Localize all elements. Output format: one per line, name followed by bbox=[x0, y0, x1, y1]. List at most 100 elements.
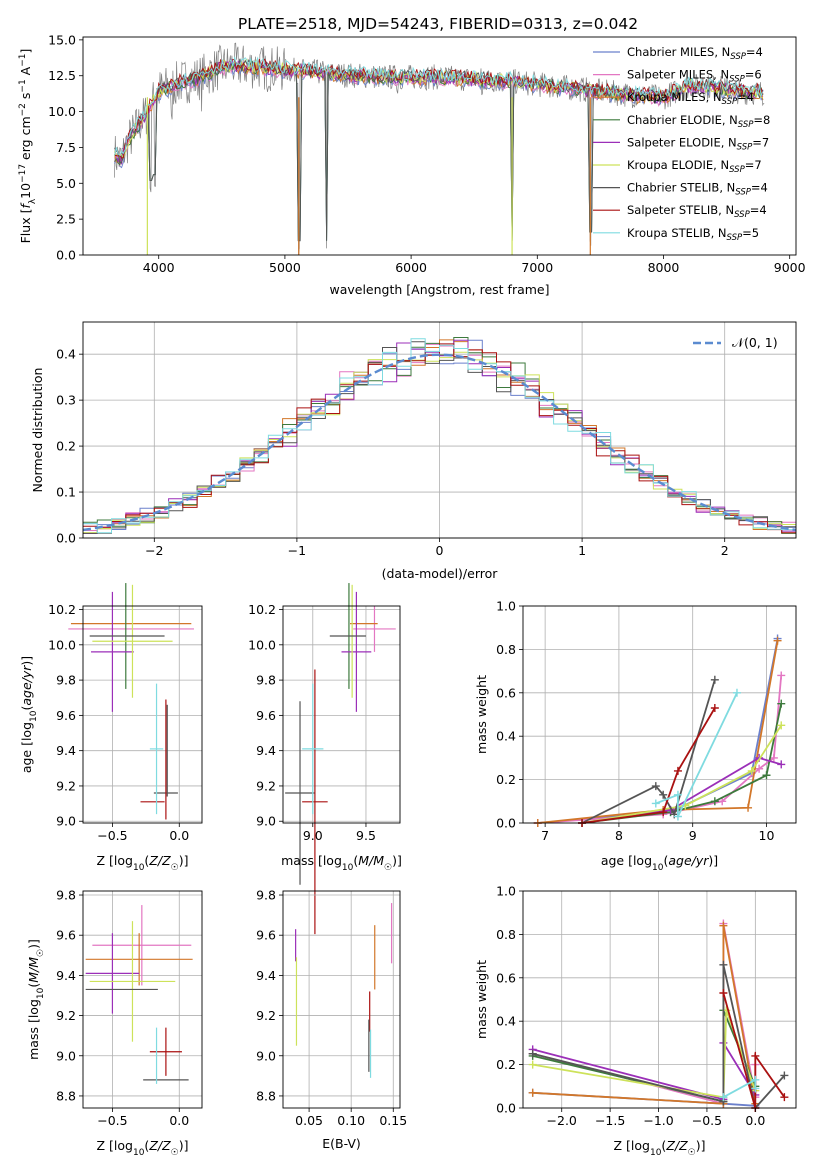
legend-label: Kroupa MILES, NSSP=4 bbox=[627, 90, 754, 107]
x-tick-label: −1.5 bbox=[595, 1113, 625, 1128]
weight-series bbox=[581, 724, 782, 824]
weight-marker bbox=[769, 753, 778, 762]
y-tick-label: 0.2 bbox=[56, 439, 76, 454]
x-tick-label: 0.0 bbox=[745, 1113, 765, 1128]
weight-marker bbox=[673, 766, 682, 775]
y-tick-label: 7.5 bbox=[56, 140, 76, 155]
y-tick-label: 12.5 bbox=[48, 68, 76, 83]
y-tick-label: 10.0 bbox=[48, 637, 76, 652]
weight-marker bbox=[673, 790, 682, 799]
y-tick-label: 0.0 bbox=[496, 816, 516, 831]
x-tick-label: 8 bbox=[615, 828, 623, 843]
x-tick-label: 6000 bbox=[395, 260, 427, 275]
weight-marker bbox=[744, 803, 753, 812]
axes-frame bbox=[522, 605, 797, 824]
weight-vs-age-marks bbox=[533, 634, 786, 827]
x-axis-label: age [log10(age/yr)] bbox=[601, 853, 718, 873]
x-tick-label: 7 bbox=[541, 828, 549, 843]
x-axis-label: mass [log10(M/M☉)] bbox=[281, 853, 402, 873]
x-tick-label: −2 bbox=[145, 543, 163, 558]
weight-series bbox=[655, 692, 738, 817]
axes-frame bbox=[282, 605, 401, 824]
legend-label: Kroupa ELODIE, NSSP=7 bbox=[627, 158, 762, 175]
y-tick-label: 2.5 bbox=[56, 212, 76, 227]
y-tick-label: 0.8 bbox=[496, 927, 516, 942]
histogram-series bbox=[83, 338, 796, 534]
mass-vs-EBV-panel: 0.05 0.10 0.15 8.8 9.0 9.2 9.4 9.6 9.8 E(B-V) bbox=[256, 888, 407, 1151]
y-tick-label: 0.6 bbox=[496, 685, 516, 700]
y-axis-label: mass [log10(M/M☉)] bbox=[26, 939, 46, 1060]
weight-marker bbox=[780, 1093, 789, 1102]
x-axis-label: Z [log10(Z/Z☉)] bbox=[97, 853, 189, 873]
legend-label: Chabrier MILES, NSSP=4 bbox=[627, 45, 763, 62]
x-tick-label: 7000 bbox=[521, 260, 553, 275]
age-vs-mass-panel: 9.0 9.5 9.0 9.2 9.4 9.6 9.8 10.0 10.2 mass [log10… bbox=[248, 583, 402, 935]
x-tick-label: −1 bbox=[288, 543, 306, 558]
weight-marker bbox=[751, 1084, 760, 1093]
weight-series bbox=[537, 640, 779, 824]
weight-series bbox=[581, 707, 716, 824]
legend-label: Salpeter STELIB, NSSP=4 bbox=[627, 203, 767, 220]
legend-label: Salpeter MILES, NSSP=6 bbox=[627, 68, 762, 85]
weight-marker bbox=[777, 760, 786, 769]
y-tick-label: 9.8 bbox=[56, 888, 76, 903]
mass-vs-Z-panel: −0.5 0.0 8.8 9.0 9.2 9.4 9.6 9.8 Z [log10(Z/Z☉)]… bbox=[26, 888, 203, 1158]
x-tick-label: 2 bbox=[721, 543, 729, 558]
x-tick-label: 0.15 bbox=[379, 1113, 407, 1128]
axes-frame bbox=[82, 321, 797, 539]
y-tick-label: 15.0 bbox=[48, 32, 76, 47]
y-tick-label: 0.4 bbox=[496, 729, 516, 744]
weight-marker bbox=[528, 1088, 537, 1097]
weight-marker bbox=[651, 799, 660, 808]
age-vs-Z-marks bbox=[68, 583, 194, 820]
mass-vs-EBV-marks bbox=[295, 903, 393, 1078]
weight-vs-age-panel: 7 8 9 10 0.0 0.2 0.4 0.6 0.8 1.0 age [log10(age/yr… bbox=[474, 599, 797, 873]
x-tick-label: 0 bbox=[436, 543, 444, 558]
x-tick-label: −0.5 bbox=[97, 1113, 127, 1128]
weight-marker bbox=[773, 636, 782, 645]
x-tick-label: 0.0 bbox=[169, 1113, 189, 1128]
y-tick-label: 0.4 bbox=[56, 347, 76, 362]
x-axis-label: Z [log10(Z/Z☉)] bbox=[614, 1138, 706, 1158]
y-tick-label: 0.2 bbox=[496, 772, 516, 787]
weight-marker bbox=[751, 1051, 760, 1060]
axes-frame bbox=[82, 605, 203, 824]
y-tick-label: 0.3 bbox=[56, 393, 76, 408]
residual-histogram-panel: −2 −1 0 1 2 0.0 0.1 0.2 0.3 0.4 𝒩(0, 1) (data-model… bbox=[30, 321, 797, 581]
weight-marker bbox=[780, 1071, 789, 1080]
weight-marker bbox=[659, 808, 668, 817]
model-spectrum bbox=[114, 56, 764, 157]
age-vs-mass-marks bbox=[285, 583, 396, 935]
y-tick-label: 9.2 bbox=[56, 1008, 76, 1023]
y-tick-label: 0.1 bbox=[56, 485, 76, 500]
y-tick-label: 9.2 bbox=[56, 778, 76, 793]
weight-marker bbox=[719, 1093, 728, 1102]
weight-marker bbox=[777, 699, 786, 708]
y-tick-label: 0.0 bbox=[496, 1101, 516, 1116]
y-axis-label: Normed distribution bbox=[30, 368, 45, 493]
x-tick-label: 5000 bbox=[269, 260, 301, 275]
y-tick-label: 9.0 bbox=[256, 1048, 276, 1063]
y-tick-label: 9.0 bbox=[56, 1048, 76, 1063]
y-axis-label: mass weight bbox=[474, 675, 489, 754]
age-vs-Z-panel: −0.5 0.0 9.0 9.2 9.4 9.6 9.8 10.0 10.2 Z [log10(Z… bbox=[19, 583, 203, 873]
y-tick-label: 9.2 bbox=[256, 778, 276, 793]
y-tick-label: 9.6 bbox=[56, 928, 76, 943]
y-tick-label: 9.0 bbox=[56, 814, 76, 829]
mass-vs-Z-marks bbox=[85, 905, 193, 1084]
x-axis-label: Z [log10(Z/Z☉)] bbox=[97, 1138, 189, 1158]
legend-label: 𝒩(0, 1) bbox=[732, 335, 778, 350]
weight-series bbox=[532, 1010, 757, 1099]
weight-marker bbox=[528, 1060, 537, 1069]
legend-label: Chabrier ELODIE, NSSP=8 bbox=[627, 113, 770, 130]
y-tick-label: 0.4 bbox=[496, 1014, 516, 1029]
x-tick-label: −1.0 bbox=[643, 1113, 673, 1128]
y-axis-label: age [log10(age/yr)] bbox=[19, 656, 39, 773]
x-tick-label: 8000 bbox=[648, 260, 680, 275]
weight-marker bbox=[762, 771, 771, 780]
x-tick-label: 10 bbox=[759, 828, 775, 843]
x-tick-label: 9.5 bbox=[356, 828, 376, 843]
y-tick-label: 10.2 bbox=[248, 602, 276, 617]
x-tick-label: −0.5 bbox=[692, 1113, 722, 1128]
x-tick-label: 4000 bbox=[143, 260, 175, 275]
